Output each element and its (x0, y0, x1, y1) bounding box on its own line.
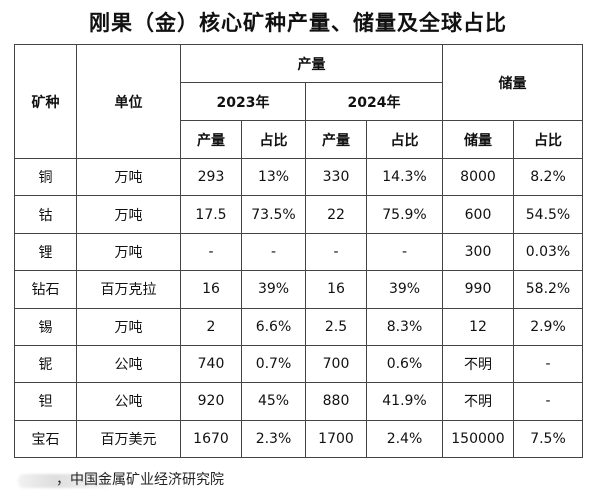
cell-unit: 百万克拉 (76, 270, 181, 309)
cell-reserve-share: 8.2% (513, 157, 583, 197)
cell-share-2024: 41.9% (366, 382, 443, 421)
cell-reserve-share: 0.03% (513, 232, 583, 272)
cell-production-2024: 2.5 (305, 307, 367, 346)
cell-share-2024: 2.4% (366, 419, 443, 459)
cell-production-2023: 740 (180, 344, 242, 384)
cell-unit: 万吨 (76, 157, 181, 197)
header-production: 产量 (180, 44, 443, 83)
subheader-reserves: 储量 (442, 120, 514, 159)
header-mineral: 矿种 (14, 44, 77, 159)
cell-production-2023: 1670 (180, 419, 242, 459)
cell-production-2024: 700 (305, 344, 367, 384)
cell-reserve-share: 7.5% (513, 419, 583, 459)
subheader-production-2023: 产量 (180, 120, 242, 159)
cell-share-2023: 6.6% (241, 307, 306, 346)
cell-share-2023: 73.5% (241, 195, 306, 234)
table-row: 锂万吨 - - - -300 0.03% (14, 232, 583, 272)
table-row: 铌公吨 740 0.7% 700 0.6% 不明 - (14, 344, 583, 384)
cell-unit: 公吨 (76, 344, 181, 384)
subheader-share-2024: 占比 (366, 120, 443, 159)
cell-share-2024: 14.3% (366, 157, 443, 197)
cell-mineral: 锂 (14, 232, 77, 272)
cell-reserves: 不明 (442, 382, 514, 421)
cell-production-2024: 330 (305, 157, 367, 197)
table-row: 钴万吨 17.5 73.5% 22 75.9% 600 54.5% (14, 195, 583, 234)
cell-production-2024: - (305, 232, 367, 272)
cell-reserve-share: - (513, 382, 583, 421)
cell-reserves: 990 (442, 270, 514, 309)
mineral-data-table: 矿种 单位 产量 储量 2023年 2024年 产量 占比 产量 占比 储量 占… (14, 44, 583, 459)
cell-mineral: 锡 (14, 307, 77, 346)
table-body: 铜万吨 293 13% 330 14.3% 8000 8.2% 钴万吨 17.5 73.5% 22 7… (14, 157, 583, 459)
cell-reserve-share: 54.5% (513, 195, 583, 234)
cell-unit: 公吨 (76, 382, 181, 421)
header-unit: 单位 (76, 44, 181, 159)
cell-reserves: 150000 (442, 419, 514, 459)
cell-production-2023: 16 (180, 270, 242, 309)
cell-production-2024: 1700 (305, 419, 367, 459)
cell-production-2023: 2 (180, 307, 242, 346)
cell-share-2024: 0.6% (366, 344, 443, 384)
table-row: 钻石 百万克拉 16 39% 16 39% 990 58.2% (14, 270, 583, 309)
cell-share-2023: 39% (241, 270, 306, 309)
cell-share-2023: 45% (241, 382, 306, 421)
table-title: 刚果（金）核心矿种产量、储量及全球占比 (89, 11, 507, 35)
cell-reserves: 600 (442, 195, 514, 234)
redacted-source-name (18, 474, 110, 488)
cell-mineral: 铌 (14, 344, 77, 384)
cell-unit: 万吨 (76, 232, 181, 272)
cell-production-2024: 16 (305, 270, 367, 309)
header-year-2023: 2023年 (180, 82, 306, 121)
cell-mineral: 钻石 (14, 270, 77, 309)
cell-mineral: 钴 (14, 195, 77, 234)
cell-reserve-share: 2.9% (513, 307, 583, 346)
cell-share-2023: 2.3% (241, 419, 306, 459)
table-row: 宝石 百万美元 1670 2.3% 1700 2.4% 150000 7.5% (14, 419, 583, 459)
cell-unit: 万吨 (76, 307, 181, 346)
header-reserves: 储量 (442, 44, 583, 121)
cell-production-2023: 293 (180, 157, 242, 197)
cell-mineral: 宝石 (14, 419, 77, 459)
cell-production-2024: 22 (305, 195, 367, 234)
subheader-production-2024: 产量 (305, 120, 367, 159)
cell-unit: 万吨 (76, 195, 181, 234)
cell-share-2024: 39% (366, 270, 443, 309)
cell-reserves: 不明 (442, 344, 514, 384)
cell-unit: 百万美元 (76, 419, 181, 459)
cell-share-2024: 75.9% (366, 195, 443, 234)
source-note: ，中国金属矿业经济研究院 (56, 472, 224, 488)
cell-reserves: 12 (442, 307, 514, 346)
subheader-reserve-share: 占比 (513, 120, 583, 159)
cell-reserve-share: - (513, 344, 583, 384)
subheader-share-2023: 占比 (241, 120, 306, 159)
cell-production-2023: - (180, 232, 242, 272)
cell-production-2023: 17.5 (180, 195, 242, 234)
table-row: 锡万吨 2 6.6% 2.5 8.3% 12 2.9% (14, 307, 583, 346)
cell-share-2023: 0.7% (241, 344, 306, 384)
cell-share-2024: 8.3% (366, 307, 443, 346)
cell-share-2023: 13% (241, 157, 306, 197)
cell-reserves: 8000 (442, 157, 514, 197)
cell-reserves: 300 (442, 232, 514, 272)
table-row: 铜万吨 293 13% 330 14.3% 8000 8.2% (14, 157, 583, 197)
cell-share-2024: - (366, 232, 443, 272)
table-row: 钽公吨 920 45% 880 41.9% 不明 - (14, 382, 583, 421)
cell-mineral: 铜 (14, 157, 77, 197)
cell-share-2023: - (241, 232, 306, 272)
header-year-2024: 2024年 (305, 82, 443, 121)
cell-production-2024: 880 (305, 382, 367, 421)
cell-reserve-share: 58.2% (513, 270, 583, 309)
cell-production-2023: 920 (180, 382, 242, 421)
cell-mineral: 钽 (14, 382, 77, 421)
